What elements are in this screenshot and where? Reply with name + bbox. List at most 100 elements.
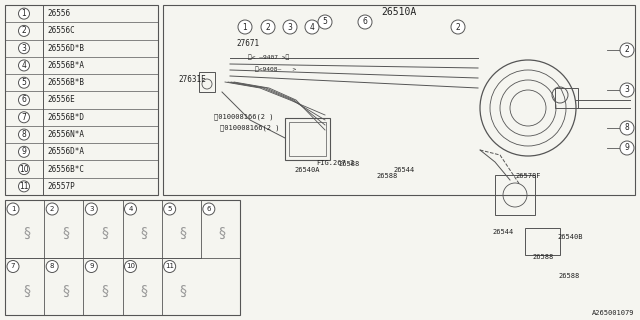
Circle shape: [620, 121, 634, 135]
Circle shape: [620, 83, 634, 97]
Text: 4: 4: [310, 22, 314, 31]
Text: 4: 4: [22, 61, 26, 70]
Circle shape: [19, 146, 29, 157]
Text: 9: 9: [625, 143, 629, 153]
Text: 2: 2: [266, 22, 270, 31]
Text: 5: 5: [168, 206, 172, 212]
Circle shape: [125, 260, 136, 273]
Bar: [163, 5, 635, 195]
Text: 27671: 27671: [236, 39, 260, 49]
Circle shape: [451, 20, 465, 34]
Text: §: §: [180, 284, 187, 298]
Text: 5: 5: [323, 18, 328, 27]
Circle shape: [19, 43, 29, 54]
Bar: [199, 72, 215, 92]
Bar: [285, 118, 330, 160]
Text: 26556C: 26556C: [47, 27, 75, 36]
Text: A265001079: A265001079: [591, 310, 634, 316]
Text: 26544: 26544: [492, 229, 513, 235]
Text: 26556B*D: 26556B*D: [47, 113, 84, 122]
Text: 9: 9: [22, 147, 26, 156]
Text: 3: 3: [89, 206, 93, 212]
Circle shape: [19, 164, 29, 175]
Text: ⑧<9408–   >: ⑧<9408– >: [255, 66, 296, 72]
Circle shape: [238, 20, 252, 34]
Circle shape: [125, 203, 136, 215]
Text: 7: 7: [22, 113, 26, 122]
Circle shape: [19, 77, 29, 88]
Text: 26556E: 26556E: [47, 95, 75, 105]
Text: 3: 3: [22, 44, 26, 53]
Text: 1: 1: [243, 22, 248, 31]
Text: 27631E: 27631E: [178, 75, 205, 84]
Circle shape: [620, 141, 634, 155]
Text: §: §: [180, 226, 187, 240]
Circle shape: [164, 203, 175, 215]
Circle shape: [19, 112, 29, 123]
Circle shape: [283, 20, 297, 34]
Text: 26588: 26588: [338, 161, 359, 167]
Text: 3: 3: [287, 22, 292, 31]
Text: §: §: [62, 284, 69, 298]
Text: 8: 8: [625, 124, 629, 132]
Text: 1: 1: [22, 9, 26, 18]
Text: 10: 10: [126, 263, 135, 269]
Text: §: §: [141, 226, 148, 240]
Circle shape: [164, 260, 175, 273]
Bar: [525, 228, 560, 255]
Text: 2: 2: [22, 27, 26, 36]
Circle shape: [46, 203, 58, 215]
Text: 11: 11: [165, 263, 174, 269]
Text: 5: 5: [22, 78, 26, 87]
Text: 26588: 26588: [376, 173, 397, 179]
Text: 2: 2: [456, 22, 460, 31]
Circle shape: [85, 260, 97, 273]
Text: §: §: [101, 284, 108, 298]
Text: 26556: 26556: [47, 9, 70, 18]
Circle shape: [203, 203, 215, 215]
Text: 1: 1: [11, 206, 15, 212]
Text: 26557P: 26557P: [47, 182, 75, 191]
Text: §: §: [23, 226, 30, 240]
Bar: [555, 88, 578, 108]
Text: 8: 8: [50, 263, 54, 269]
Text: 2: 2: [625, 45, 629, 54]
Text: 11: 11: [19, 182, 29, 191]
Text: 26544: 26544: [393, 167, 414, 173]
Text: 7: 7: [11, 263, 15, 269]
Circle shape: [19, 181, 29, 192]
Text: §: §: [141, 284, 148, 298]
Text: 26556B*B: 26556B*B: [47, 78, 84, 87]
Text: 4: 4: [128, 206, 132, 212]
Text: 8: 8: [22, 130, 26, 139]
Text: 26556N*A: 26556N*A: [47, 130, 84, 139]
Circle shape: [46, 260, 58, 273]
Text: 2: 2: [50, 206, 54, 212]
Text: Ⓑ010008166(2 ): Ⓑ010008166(2 ): [214, 114, 273, 120]
Bar: [5, 200, 240, 315]
Circle shape: [19, 8, 29, 19]
Text: 9: 9: [89, 263, 93, 269]
Text: §: §: [219, 226, 226, 240]
Circle shape: [620, 43, 634, 57]
Text: 26540B: 26540B: [557, 234, 582, 240]
Text: 3: 3: [625, 85, 629, 94]
Text: 6: 6: [207, 206, 211, 212]
Circle shape: [7, 260, 19, 273]
Circle shape: [85, 203, 97, 215]
Text: 26556B*C: 26556B*C: [47, 164, 84, 173]
Circle shape: [358, 15, 372, 29]
Circle shape: [19, 60, 29, 71]
Bar: [289, 122, 326, 156]
Bar: [5, 5, 158, 195]
Text: 26510A: 26510A: [381, 7, 417, 17]
Circle shape: [19, 25, 29, 36]
Text: 26556D*B: 26556D*B: [47, 44, 84, 53]
Text: 26556D*A: 26556D*A: [47, 147, 84, 156]
Text: 26588: 26588: [532, 254, 553, 260]
Text: 26540A: 26540A: [295, 167, 320, 173]
Text: §: §: [62, 226, 69, 240]
Circle shape: [19, 129, 29, 140]
Text: 26578F: 26578F: [515, 173, 541, 179]
Text: Ⓑ010008166(2 ): Ⓑ010008166(2 ): [220, 125, 280, 131]
